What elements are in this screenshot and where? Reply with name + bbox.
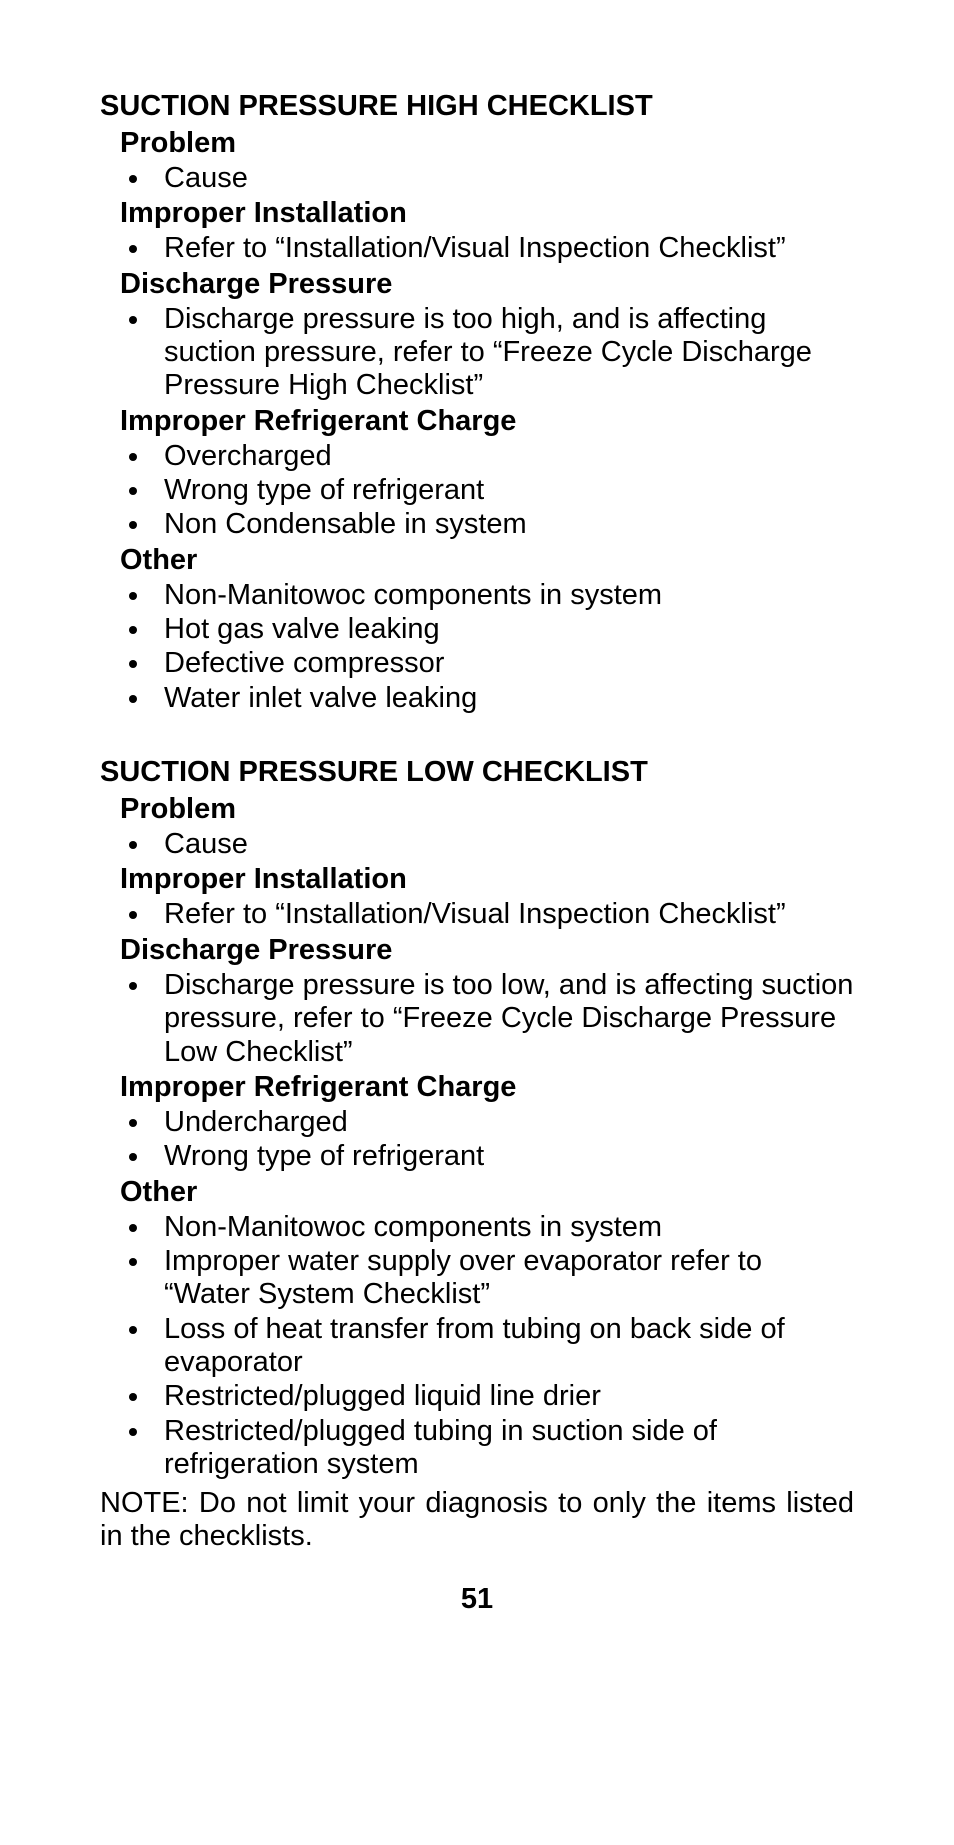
low-other-label: Other — [120, 1176, 854, 1209]
list-item: Refer to “Installation/Visual Inspection… — [152, 898, 854, 931]
low-install-label: Improper Installation — [120, 863, 854, 896]
high-discharge-list: Discharge pressure is too high, and is a… — [124, 303, 854, 403]
list-item: Non-Manitowoc components in system — [152, 1211, 854, 1244]
low-charge-label: Improper Refrigerant Charge — [120, 1071, 854, 1104]
list-item: Improper water supply over evaporator re… — [152, 1245, 854, 1312]
list-item: Cause — [152, 162, 854, 195]
low-problem-label: Problem — [120, 793, 854, 826]
list-item: Undercharged — [152, 1106, 854, 1139]
list-item: Loss of heat transfer from tubing on bac… — [152, 1313, 854, 1380]
low-title: SUCTION PRESSURE LOW CHECKLIST — [100, 756, 854, 789]
list-item: Wrong type of refrigerant — [152, 1140, 854, 1173]
high-other-label: Other — [120, 544, 854, 577]
list-item: Overcharged — [152, 440, 854, 473]
list-item: Water inlet valve leaking — [152, 682, 854, 715]
list-item: Restricted/plugged liquid line drier — [152, 1380, 854, 1413]
list-item: Hot gas valve leaking — [152, 613, 854, 646]
list-item: Restricted/plugged tubing in suction sid… — [152, 1415, 854, 1482]
list-item: Non-Manitowoc components in system — [152, 579, 854, 612]
low-discharge-list: Discharge pressure is too low, and is af… — [124, 969, 854, 1069]
high-charge-list: Overcharged Wrong type of refrigerant No… — [124, 440, 854, 542]
page-container: SUCTION PRESSURE HIGH CHECKLIST Problem … — [0, 0, 954, 1656]
page-number: 51 — [100, 1583, 854, 1616]
low-other-list: Non-Manitowoc components in system Impro… — [124, 1211, 854, 1482]
high-title: SUCTION PRESSURE HIGH CHECKLIST — [100, 90, 854, 123]
high-charge-label: Improper Refrigerant Charge — [120, 405, 854, 438]
high-install-list: Refer to “Installation/Visual Inspection… — [124, 232, 854, 265]
high-problem-list: Cause — [124, 162, 854, 195]
low-discharge-label: Discharge Pressure — [120, 934, 854, 967]
high-discharge-label: Discharge Pressure — [120, 268, 854, 301]
low-charge-list: Undercharged Wrong type of refrigerant — [124, 1106, 854, 1174]
list-item: Refer to “Installation/Visual Inspection… — [152, 232, 854, 265]
list-item: Cause — [152, 828, 854, 861]
list-item: Defective compressor — [152, 647, 854, 680]
high-install-label: Improper Installation — [120, 197, 854, 230]
low-problem-list: Cause — [124, 828, 854, 861]
high-problem-label: Problem — [120, 127, 854, 160]
list-item: Wrong type of refrigerant — [152, 474, 854, 507]
high-other-list: Non-Manitowoc components in system Hot g… — [124, 579, 854, 715]
list-item: Non Condensable in system — [152, 508, 854, 541]
list-item: Discharge pressure is too high, and is a… — [152, 303, 854, 403]
low-install-list: Refer to “Installation/Visual Inspection… — [124, 898, 854, 931]
note-text: NOTE: Do not limit your diagnosis to onl… — [100, 1487, 854, 1553]
list-item: Discharge pressure is too low, and is af… — [152, 969, 854, 1069]
